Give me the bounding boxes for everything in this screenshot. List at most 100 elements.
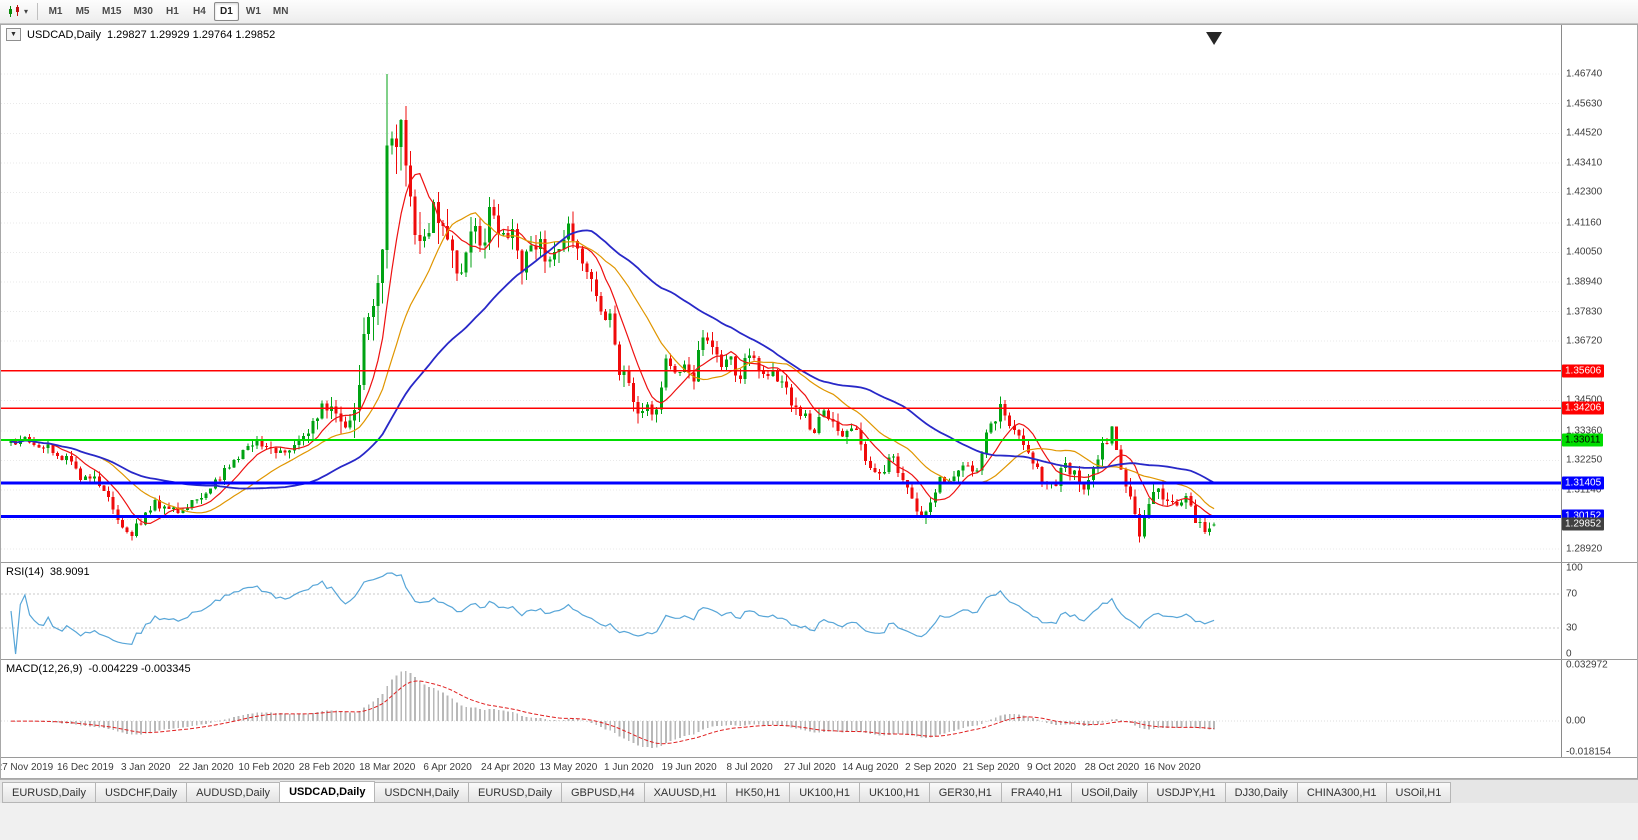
time-axis-label: 27 Jul 2020 — [784, 762, 836, 773]
chart-type-button[interactable]: ▾ — [3, 3, 32, 20]
chart-shift-triangle — [1206, 32, 1223, 45]
chart-window: 1.46740 1.45630 1.44520 1.43410 1.42300 1.411… — [0, 24, 1638, 779]
chart-tab-usoil-daily[interactable]: USOil,Daily — [1072, 782, 1148, 803]
price-axis-label: 1.40050 — [1566, 246, 1603, 258]
chart-tab-xauusd-h1[interactable]: XAUUSD,H1 — [644, 782, 727, 803]
rsi-line — [10, 572, 1215, 655]
time-axis-label: 28 Oct 2020 — [1084, 762, 1140, 773]
timeframe-button-m1[interactable]: M1 — [48, 6, 63, 17]
price-axis-label: 1.28920 — [1566, 543, 1603, 555]
chart-tab-china300-h1[interactable]: CHINA300,H1 — [1297, 782, 1387, 803]
macd-signal-line — [11, 680, 1215, 745]
chart-tab-uk100-h1[interactable]: UK100,H1 — [790, 782, 860, 803]
price-axis-label: 1.42300 — [1566, 186, 1603, 198]
time-axis-label: 9 Oct 2020 — [1027, 762, 1076, 773]
rsi-chart-surface[interactable] — [1, 563, 1561, 659]
macd-chart-surface[interactable] — [1, 660, 1561, 757]
macd-axis-label: -0.018154 — [1566, 746, 1612, 758]
price-axis[interactable]: 1.46740 1.45630 1.44520 1.43410 1.42300 1.411… — [1561, 25, 1637, 562]
time-axis-label: 10 Feb 2020 — [238, 762, 295, 773]
chart-tab-fra40-h1[interactable]: FRA40,H1 — [1001, 782, 1073, 803]
chart-tab-usoil-h1[interactable]: USOil,H1 — [1386, 782, 1452, 803]
price-chart-surface[interactable] — [1, 25, 1561, 562]
chart-tab-usdjpy-h1[interactable]: USDJPY,H1 — [1147, 782, 1226, 803]
time-axis-label: 8 Jul 2020 — [726, 762, 773, 773]
timeframe-button-m15[interactable]: M15 — [102, 6, 122, 17]
moving-averages-layer — [10, 172, 1215, 525]
chart-tab-hk50-h1[interactable]: HK50,H1 — [726, 782, 791, 803]
time-axis-label: 22 Jan 2020 — [178, 762, 234, 773]
panel-separator[interactable] — [1, 562, 1637, 563]
horizontal-levels-layer — [1, 370, 1561, 518]
time-axis-label: 1 Jun 2020 — [604, 762, 654, 773]
candles-layer — [9, 74, 1216, 543]
macd-axis-label: 0.032972 — [1566, 660, 1608, 671]
time-axis-label: 16 Dec 2019 — [56, 762, 114, 773]
time-axis-label: 27 Nov 2019 — [1, 762, 54, 773]
timeframe-button-m30[interactable]: M30 — [133, 6, 153, 17]
chevron-down-icon: ▾ — [24, 6, 29, 16]
chart-tab-eurusd-daily[interactable]: EURUSD,Daily — [2, 782, 96, 803]
timeframe-button-m5[interactable]: M5 — [75, 6, 90, 17]
time-axis-label: 28 Feb 2020 — [298, 762, 355, 773]
price-axis-label: 1.32250 — [1566, 454, 1603, 466]
candlestick-chart-icon — [9, 5, 19, 17]
timeframe-button-h4[interactable]: H4 — [193, 6, 206, 17]
rsi-axis-label: 70 — [1566, 588, 1578, 600]
rsi-axis-label: 30 — [1566, 622, 1578, 634]
macd-histogram — [10, 671, 1215, 748]
chart-tab-dj30-daily[interactable]: DJ30,Daily — [1225, 782, 1298, 803]
timeframe-button-h1[interactable]: H1 — [166, 6, 179, 17]
chart-tab-uk100-h1[interactable]: UK100,H1 — [859, 782, 930, 803]
rsi-indicator-name: RSI(14) — [6, 566, 44, 578]
timeframe-buttons: M1 M5 M15 M30 H1 H4 D1 W1 MN — [43, 2, 293, 21]
price-axis-label: 1.43410 — [1566, 157, 1603, 169]
time-axis-label: 19 Jun 2020 — [661, 762, 717, 773]
time-axis-label: 16 Nov 2020 — [1143, 762, 1201, 773]
time-axis-label: 18 Mar 2020 — [359, 762, 416, 773]
time-axis[interactable]: 27 Nov 2019 16 Dec 2019 3 Jan 2020 22 Jan 2… — [1, 758, 1637, 778]
chart-tabs-bar: EURUSD,Daily USDCHF,Daily AUDUSD,Daily USDC… — [0, 779, 1638, 803]
rsi-axis[interactable]: 100 70 30 0 — [1561, 563, 1637, 659]
chart-title: ▼ USDCAD,Daily 1.29827 1.29929 1.29764 1… — [6, 28, 275, 41]
chart-tab-ger30-h1[interactable]: GER30,H1 — [929, 782, 1002, 803]
price-axis-label: 1.31140 — [1566, 484, 1602, 496]
client-area-filler — [0, 803, 1638, 840]
toolbar-separator — [37, 3, 39, 20]
timeframe-button-mn[interactable]: MN — [272, 6, 289, 17]
chart-ohlc-values: 1.29827 1.29929 1.29764 1.29852 — [106, 28, 276, 41]
timeframe-button-w1[interactable]: W1 — [245, 6, 261, 17]
grid-lines — [1, 73, 1561, 550]
rsi-label: RSI(14) 38.9091 — [6, 566, 90, 578]
one-click-trading-icon[interactable]: ▼ — [6, 28, 21, 41]
chart-tab-usdcnh-daily[interactable]: USDCNH,Daily — [375, 782, 470, 803]
macd-axis[interactable]: 0.032972 0.00 -0.018154 — [1561, 660, 1637, 757]
price-panel: 1.46740 1.45630 1.44520 1.43410 1.42300 1.411… — [1, 25, 1637, 562]
macd-indicator-values: -0.004229 -0.003345 — [88, 663, 191, 675]
time-axis-label: 13 May 2020 — [539, 762, 598, 773]
time-axis-label: 2 Sep 2020 — [905, 762, 957, 773]
timeframe-button-d1[interactable]: D1 — [213, 2, 239, 21]
price-axis-label: 1.36720 — [1566, 335, 1603, 347]
chart-tab-eurusd-daily[interactable]: EURUSD,Daily — [469, 782, 562, 803]
macd-label: MACD(12,26,9) -0.004229 -0.003345 — [6, 663, 191, 675]
price-axis-label: 1.41160 — [1566, 217, 1602, 229]
price-axis-label: 1.34500 — [1566, 394, 1603, 406]
chart-tab-gbpusd-h4[interactable]: GBPUSD,H4 — [562, 782, 645, 803]
chart-tab-usdchf-daily[interactable]: USDCHF,Daily — [95, 782, 188, 803]
price-axis-label: 1.46740 — [1566, 68, 1603, 80]
price-level-badge: 1.35606 — [1562, 364, 1605, 378]
price-level-badge: 1.33011 — [1562, 433, 1604, 447]
chart-tab-audusd-daily[interactable]: AUDUSD,Daily — [187, 782, 281, 803]
rsi-axis-label: 100 — [1566, 563, 1583, 574]
macd-indicator-name: MACD(12,26,9) — [6, 663, 83, 675]
chart-tab-usdcad-daily[interactable]: USDCAD,Daily — [280, 781, 376, 803]
rsi-level-lines — [1, 593, 1561, 629]
price-axis-label: 1.33360 — [1566, 425, 1603, 437]
panel-separator[interactable] — [1, 757, 1637, 758]
rsi-axis-label: 0 — [1566, 648, 1572, 660]
panel-separator[interactable] — [1, 659, 1637, 660]
price-level-badge: 1.34206 — [1562, 401, 1605, 415]
time-axis-label: 24 Apr 2020 — [481, 762, 535, 773]
time-axis-label: 14 Aug 2020 — [842, 762, 899, 773]
